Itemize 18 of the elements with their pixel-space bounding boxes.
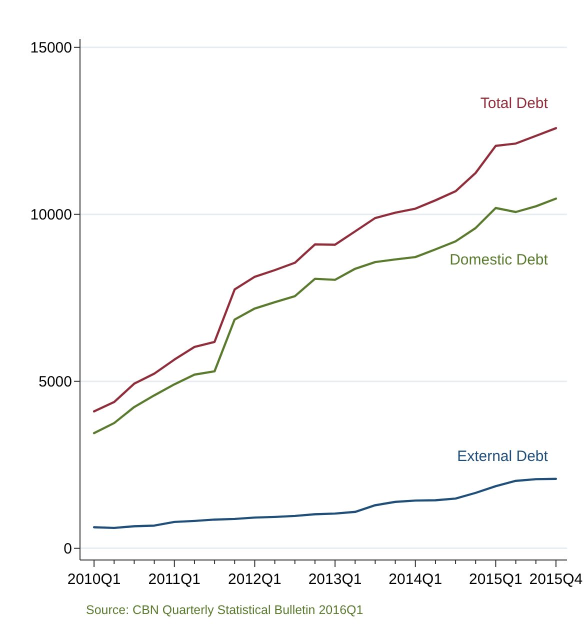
x-tick-label: 2012Q1 [228,571,282,588]
y-tick-label: 5000 [38,374,72,391]
line-series [92,198,558,434]
series-label: Total Debt [480,95,549,112]
source-note: Source: CBN Quarterly Statistical Bulletin 2016Q1 [86,603,364,617]
x-tick-label: 2013Q1 [308,571,362,588]
x-tick-label: 2010Q1 [67,571,121,588]
x-tick-label: 2011Q1 [148,571,201,588]
series-label: External Debt [457,448,549,465]
x-tick-label: 2015Q4 [529,571,583,588]
x-tick-label: 2015Q1 [469,571,522,588]
line-series [92,127,558,412]
x-tick-label: 2014Q1 [388,571,442,588]
y-tick-label: 15000 [30,40,72,57]
line-series [92,478,558,530]
series-label: Domestic Debt [450,252,549,269]
y-tick-label: 0 [64,540,72,558]
y-tick-label: 10000 [30,206,72,224]
